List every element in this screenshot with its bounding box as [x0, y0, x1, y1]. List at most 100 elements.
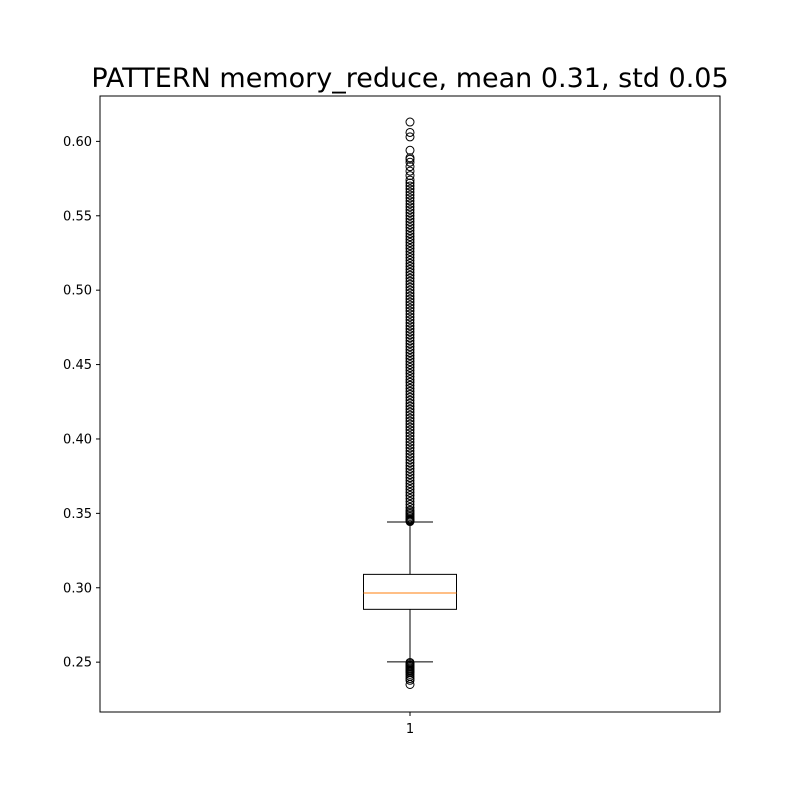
outlier-point-high [405, 279, 415, 289]
outlier-point-high [405, 428, 415, 438]
outlier-point-high [405, 127, 415, 137]
iqr-box [363, 573, 457, 610]
y-tick-label: 0.30 [63, 581, 92, 596]
outlier-point-high [405, 285, 415, 295]
outlier-point-high [405, 333, 415, 343]
outlier-point-high [405, 455, 415, 465]
outlier-point-high [405, 324, 415, 334]
outlier-point-high [405, 377, 415, 387]
outlier-point-high [405, 330, 415, 340]
outlier-point-high [405, 241, 415, 251]
outlier-point-high [405, 252, 415, 262]
outlier-point-high [405, 226, 415, 236]
outlier-point-high [405, 327, 415, 337]
outlier-point-high [405, 258, 415, 268]
outlier-point-high [405, 264, 415, 274]
outlier-point-high [405, 318, 415, 328]
outlier-point-high [405, 496, 415, 506]
outlier-point-high [405, 282, 415, 292]
outlier-point-high [405, 220, 415, 230]
outlier-point-high [405, 348, 415, 358]
outlier-point-high [405, 306, 415, 316]
outlier-point-high [405, 312, 415, 322]
outlier-point-high [405, 505, 415, 515]
outlier-point-high [405, 404, 415, 414]
outlier-point-high [405, 392, 415, 402]
y-tick-label: 0.50 [63, 284, 92, 299]
outlier-point-high [405, 273, 415, 283]
outlier-point-high [405, 342, 415, 352]
outlier-point-low [405, 679, 415, 689]
outlier-point-high [405, 303, 415, 313]
outlier-point-high [405, 389, 415, 399]
outlier-point-high [405, 270, 415, 280]
chart-marks [363, 117, 457, 689]
outlier-point-high [405, 345, 415, 355]
outlier-point-high [405, 425, 415, 435]
outlier-point-high [405, 196, 415, 206]
outlier-point-high [405, 437, 415, 447]
outlier-point-high [405, 366, 415, 376]
outlier-point-high [405, 208, 415, 218]
outlier-point-high [405, 470, 415, 480]
outlier-point-high [405, 321, 415, 331]
outlier-point-high [405, 351, 415, 361]
y-tick-label: 0.35 [63, 507, 92, 522]
outlier-point-high [405, 440, 415, 450]
outlier-point-high [405, 446, 415, 456]
outlier-point-high [405, 261, 415, 271]
outlier-point-high [405, 339, 415, 349]
outlier-point-high [405, 434, 415, 444]
outlier-point-high [405, 499, 415, 509]
outlier-point-high [405, 178, 415, 188]
outlier-point-high [405, 431, 415, 441]
outlier-point-high [405, 452, 415, 462]
outlier-point-high [405, 374, 415, 384]
outlier-point-high [405, 336, 415, 346]
outlier-point-high [405, 244, 415, 254]
outlier-point-high [405, 205, 415, 215]
outlier-point-high [405, 223, 415, 233]
chart-title: PATTERN memory_reduce, mean 0.31, std 0.… [91, 63, 728, 94]
outlier-point-high [405, 479, 415, 489]
outlier-point-high [405, 398, 415, 408]
outlier-point-high [405, 464, 415, 474]
outlier-point-high [405, 401, 415, 411]
outlier-point-high [405, 232, 415, 242]
outlier-point-high [405, 383, 415, 393]
outlier-point-high [405, 491, 415, 501]
outlier-point-high [405, 238, 415, 248]
outlier-point-high [405, 184, 415, 194]
outlier-point-high [405, 175, 415, 185]
outlier-point-high [405, 368, 415, 378]
outlier-point-high [405, 485, 415, 495]
outlier-point-high [405, 193, 415, 203]
outlier-point-high [405, 493, 415, 503]
outlier-point-high [405, 422, 415, 432]
outlier-point-high [405, 449, 415, 459]
outlier-point-high [405, 315, 415, 325]
outlier-point-high [405, 407, 415, 417]
outlier-point-high [405, 482, 415, 492]
y-tick-label: 0.40 [63, 432, 92, 447]
outlier-point-high [405, 145, 415, 155]
outlier-point-high [405, 214, 415, 224]
outlier-point-high [405, 171, 415, 181]
outlier-point-high [405, 473, 415, 483]
outlier-point-high [405, 386, 415, 396]
outlier-point-high [405, 419, 415, 429]
outlier-point-high [405, 153, 415, 163]
outlier-point-high [405, 246, 415, 256]
outlier-point-high [405, 416, 415, 426]
outlier-point-high [405, 461, 415, 471]
outlier-point-high [405, 502, 415, 512]
outlier-point-high [405, 410, 415, 420]
outlier-point-high [405, 297, 415, 307]
outlier-point-high [405, 181, 415, 191]
outlier-point-high [405, 229, 415, 239]
outlier-point-high [405, 300, 415, 310]
outlier-point-high [405, 117, 415, 127]
outlier-point-high [405, 371, 415, 381]
outlier-point-high [405, 458, 415, 468]
